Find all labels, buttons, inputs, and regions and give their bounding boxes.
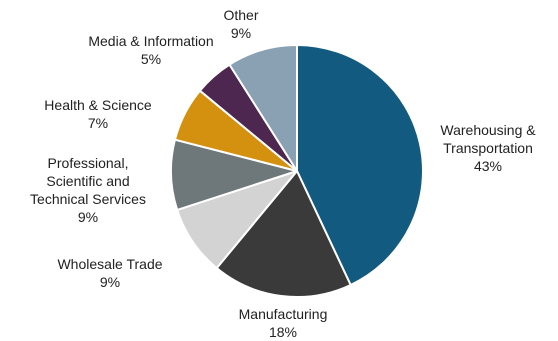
- label-media-information: Media & Information 5%: [88, 33, 213, 67]
- slice-warehousing-transportation: [296, 44, 424, 287]
- slice-other: [228, 44, 298, 172]
- slice-manufacturing: [215, 170, 352, 298]
- label-other: Other 9%: [223, 7, 258, 41]
- label-manufacturing: Manufacturing 18%: [239, 306, 328, 340]
- label-wholesale-trade: Wholesale Trade 9%: [57, 256, 162, 290]
- pie-labels: Warehousing & Transportation 43% Manufactur…: [30, 7, 536, 340]
- label-professional-scientific-and-technical-services: Professional, Scientific and Technical Ser…: [30, 155, 146, 225]
- label-warehousing-transportation: Warehousing & Transportation 43%: [440, 122, 536, 174]
- pie-slices: [170, 44, 424, 298]
- label-health-science: Health & Science 7%: [44, 97, 152, 131]
